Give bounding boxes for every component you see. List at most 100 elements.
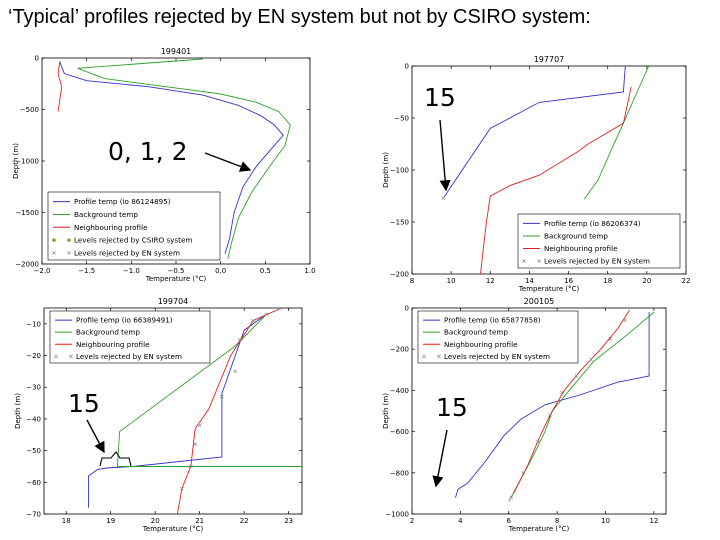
y-tick-label: −600 <box>390 428 409 436</box>
x-tick-label: 2 <box>410 517 414 525</box>
x-tick-label: 10 <box>447 277 456 285</box>
plot-area <box>441 66 650 274</box>
chart-title: 200105 <box>524 297 555 306</box>
legend-label: Profile temp (io 65877858) <box>444 316 541 325</box>
x-axis-label: Temperature (°C) <box>508 525 570 533</box>
legend-label: Levels rejected by EN system <box>444 352 550 361</box>
x-axis-label: Temperature (°C) <box>518 285 580 293</box>
legend-label: Background temp <box>74 210 138 219</box>
legend-label: Profile temp (io 66389491) <box>76 316 173 325</box>
legend-box <box>47 191 221 261</box>
en-rejected-marker <box>188 464 193 469</box>
y-tick-label: 0 <box>405 305 409 313</box>
legend-label: Neighbouring profile <box>76 340 150 349</box>
x-tick-label: 16 <box>564 277 573 285</box>
legend-label: Background temp <box>544 231 608 240</box>
annotation-bracket <box>99 451 132 467</box>
x-tick-label: 4 <box>458 517 463 525</box>
legend-label: Levels rejected by EN system <box>74 248 180 257</box>
chart-panel-199704: 199704 18 19 20 21 22 23 −10 −20 −30 −40 −50 −60 −70 T… <box>14 297 303 533</box>
legend-box <box>517 213 681 269</box>
y-axis-label: Depth (m) <box>14 393 22 429</box>
annotation-arrow <box>432 429 448 488</box>
x-tick-label: −1.0 <box>123 267 140 275</box>
chart-panel-199401: 199401 −2.0 −1.5 −1.0 −0.5 0.0 0.5 1.0 0 −500 −100… <box>12 47 316 283</box>
y-axis-label: Depth (m) <box>12 143 20 179</box>
legend-marker <box>422 354 426 359</box>
y-tick-label: −400 <box>390 387 409 395</box>
x-tick-label: −0.5 <box>168 267 185 275</box>
chart-panel-200105: 200105 2 4 6 8 10 12 0 −200 −400 −600 −800 −1000 Temp… <box>382 297 667 533</box>
legend: Profile temp (io 66389491) Background tem… <box>49 310 211 364</box>
series-line-background <box>116 313 302 467</box>
legend-label: Neighbouring profile <box>74 223 148 232</box>
y-tick-label: −2000 <box>15 261 39 269</box>
series-line-profile <box>442 66 626 199</box>
en-rejected-marker <box>233 369 238 374</box>
x-tick-label: 8 <box>555 517 559 525</box>
x-tick-label: 0.5 <box>260 267 271 275</box>
legend-box <box>49 310 211 364</box>
legend-marker <box>54 354 58 359</box>
x-tick-label: 22 <box>682 277 691 285</box>
y-tick-label: −800 <box>390 469 409 477</box>
x-tick-label: 10 <box>601 517 610 525</box>
series-line-neighbour <box>57 61 63 112</box>
x-tick-label: 14 <box>525 277 534 285</box>
en-rejected-marker <box>237 337 242 342</box>
en-rejected-marker <box>589 357 593 362</box>
series-line-background <box>508 311 655 502</box>
x-tick-label: 19 <box>106 517 115 525</box>
annotation-label: 15 <box>436 393 468 422</box>
legend-marker <box>537 259 541 263</box>
y-tick-label: −1000 <box>15 158 39 166</box>
en-rejected-marker <box>193 442 198 447</box>
chart-title: 199401 <box>161 47 192 56</box>
x-tick-label: −1.5 <box>78 267 95 275</box>
x-tick-label: −2.0 <box>34 267 51 275</box>
x-tick-label: 6 <box>507 517 512 525</box>
y-tick-label: −50 <box>26 447 41 455</box>
plot-area <box>57 58 291 260</box>
legend-label: Levels rejected by EN system <box>544 257 650 266</box>
x-axis-label: Temperature (°C) <box>145 275 207 283</box>
en-rejected-marker <box>623 318 627 323</box>
y-tick-label: −30 <box>26 384 41 392</box>
x-tick-label: 0.0 <box>215 267 226 275</box>
x-axis-label: Temperature (°C) <box>142 525 204 533</box>
en-rejected-marker <box>220 394 224 399</box>
legend-marker <box>52 238 56 242</box>
series-line-neighbour <box>176 308 283 514</box>
x-tick-label: 20 <box>151 517 160 525</box>
y-tick-label: −150 <box>390 219 409 227</box>
legend-marker <box>67 238 71 242</box>
chart-panel-197707: 197707 8 10 12 14 16 18 20 22 0 −50 −100 −150 −200 Tem… <box>382 55 690 293</box>
en-rejected-marker <box>197 423 202 428</box>
legend-box <box>417 310 579 364</box>
x-tick-label: 18 <box>62 517 71 525</box>
legend-label: Neighbouring profile <box>544 244 618 253</box>
en-rejected-marker <box>574 374 579 378</box>
y-tick-label: −200 <box>390 271 409 279</box>
chart-title: 199704 <box>158 297 189 306</box>
legend-marker <box>67 251 71 255</box>
y-tick-label: −100 <box>390 167 409 175</box>
en-rejected-marker <box>560 390 564 395</box>
y-tick-label: −70 <box>26 511 41 519</box>
legend-label: Background temp <box>444 328 508 337</box>
en-rejected-marker <box>277 308 282 310</box>
x-tick-label: 21 <box>195 517 204 525</box>
y-axis-label: Depth (m) <box>382 152 390 188</box>
y-tick-label: −500 <box>20 106 39 114</box>
legend-marker <box>52 251 56 255</box>
annotations: 0, 1, 2 15 15 15 <box>68 83 468 488</box>
series-line-profile <box>59 61 284 254</box>
y-tick-label: −1500 <box>15 209 39 217</box>
series-line-profile <box>88 313 267 508</box>
legend-marker <box>69 354 73 359</box>
y-tick-label: −20 <box>26 352 41 360</box>
y-tick-label: 0 <box>35 55 39 63</box>
plot-area <box>88 308 302 514</box>
annotation-arrow <box>86 419 105 454</box>
